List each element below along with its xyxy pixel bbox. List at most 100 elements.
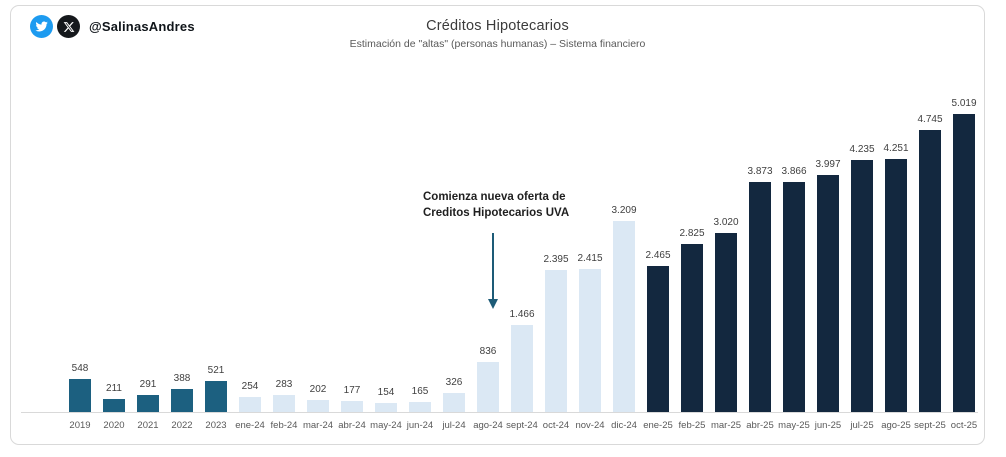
x-axis-label: sept-24 bbox=[506, 420, 538, 431]
bar-value-label: 4.235 bbox=[849, 144, 875, 155]
x-axis-label: ago-25 bbox=[881, 420, 911, 431]
bar-column: 3.209 bbox=[607, 112, 641, 412]
x-axis-label: jun-24 bbox=[406, 420, 434, 431]
bar-column: 2.415 bbox=[573, 112, 607, 412]
bar-column: 521 bbox=[199, 112, 233, 412]
x-axis-label: oct-24 bbox=[542, 420, 570, 431]
bar bbox=[69, 379, 91, 412]
bar-column: 254 bbox=[233, 112, 267, 412]
bar-value-label: 2.825 bbox=[679, 228, 705, 239]
x-axis-label: jun-25 bbox=[814, 420, 842, 431]
annotation-arrow-line bbox=[492, 233, 494, 299]
bar-value-label: 211 bbox=[106, 383, 122, 394]
bar-column: 3.873 bbox=[743, 112, 777, 412]
bar bbox=[341, 401, 363, 412]
bar bbox=[749, 182, 771, 412]
bar bbox=[681, 244, 703, 412]
x-axis-label: ene-24 bbox=[235, 420, 265, 431]
bar-column: 177 bbox=[335, 112, 369, 412]
annotation-line-1: Comienza nueva oferta de bbox=[423, 191, 566, 203]
bar-column: 4.235 bbox=[845, 112, 879, 412]
bar bbox=[885, 159, 907, 412]
bar-value-label: 4.745 bbox=[917, 114, 943, 125]
x-axis-label: 2022 bbox=[171, 420, 193, 431]
bar-value-label: 3.873 bbox=[747, 166, 773, 177]
bar-column: 283 bbox=[267, 112, 301, 412]
bar-column: 1.466 bbox=[505, 112, 539, 412]
bar-value-label: 3.020 bbox=[713, 217, 739, 228]
x-axis-label: mar-25 bbox=[710, 420, 742, 431]
bar-column: 165 bbox=[403, 112, 437, 412]
bars-row: 548 211 291 388 521 254 283 202 177 154 165 326 836 1… bbox=[63, 98, 981, 412]
bar-column: 202 bbox=[301, 112, 335, 412]
bar-column: 548 bbox=[63, 112, 97, 412]
bar-value-label: 388 bbox=[173, 373, 191, 384]
bar bbox=[783, 182, 805, 412]
bar-value-label: 326 bbox=[445, 377, 463, 388]
bar bbox=[545, 270, 567, 412]
author-handle: @SalinasAndres bbox=[89, 19, 195, 34]
x-axis-label: may-24 bbox=[370, 420, 402, 431]
x-axis-label: 2023 bbox=[205, 420, 227, 431]
bar-column: 154 bbox=[369, 112, 403, 412]
bar bbox=[715, 233, 737, 412]
x-axis-label: 2021 bbox=[137, 420, 159, 431]
x-logo-icon bbox=[57, 15, 80, 38]
bar-value-label: 2.415 bbox=[577, 253, 603, 264]
bar bbox=[205, 381, 227, 412]
x-axis-label: ago-24 bbox=[473, 420, 503, 431]
bar-value-label: 291 bbox=[139, 379, 157, 390]
bar bbox=[171, 389, 193, 412]
bar bbox=[613, 221, 635, 412]
bar-value-label: 1.466 bbox=[509, 309, 535, 320]
annotation-line-2: Creditos Hipotecarios UVA bbox=[423, 207, 570, 219]
bar bbox=[851, 160, 873, 412]
bar-value-label: 177 bbox=[343, 385, 361, 396]
bar-value-label: 165 bbox=[411, 386, 429, 397]
bar-value-label: 3.866 bbox=[781, 166, 807, 177]
annotation-text: Comienza nueva oferta de Creditos Hipote… bbox=[423, 189, 569, 221]
bar bbox=[579, 269, 601, 412]
chart-card: @SalinasAndres Créditos Hipotecarios Est… bbox=[10, 5, 985, 445]
x-axis-label: feb-24 bbox=[270, 420, 298, 431]
bar-column: 326 bbox=[437, 112, 471, 412]
bar-value-label: 202 bbox=[309, 384, 327, 395]
bar-column: 2.395 bbox=[539, 112, 573, 412]
x-axis-label: 2020 bbox=[103, 420, 125, 431]
bar-column: 291 bbox=[131, 112, 165, 412]
x-axis-label: feb-25 bbox=[678, 420, 706, 431]
x-axis-label: abr-24 bbox=[338, 420, 366, 431]
bar-column: 836 bbox=[471, 112, 505, 412]
bar bbox=[273, 395, 295, 412]
bar bbox=[307, 400, 329, 412]
twitter-bird-icon bbox=[30, 15, 53, 38]
x-axis-label: ene-25 bbox=[643, 420, 673, 431]
bar-column: 4.251 bbox=[879, 112, 913, 412]
bar-column: 3.020 bbox=[709, 112, 743, 412]
x-axis-label: may-25 bbox=[778, 420, 810, 431]
bar bbox=[443, 393, 465, 412]
x-axis-label: abr-25 bbox=[746, 420, 774, 431]
bar-value-label: 2.395 bbox=[543, 254, 569, 265]
bar-value-label: 2.465 bbox=[645, 250, 671, 261]
bar bbox=[647, 266, 669, 412]
bar-value-label: 836 bbox=[479, 346, 497, 357]
bar-column: 2.825 bbox=[675, 112, 709, 412]
bar bbox=[375, 403, 397, 412]
bar bbox=[953, 114, 975, 412]
categories-row: 2019 2020 2021 2022 2023 ene-24 feb-24 mar-24 ab… bbox=[63, 420, 981, 431]
author-watermark: @SalinasAndres bbox=[30, 15, 195, 38]
x-axis-label: oct-25 bbox=[950, 420, 978, 431]
chart-title: Créditos Hipotecarios bbox=[426, 18, 569, 34]
bar-value-label: 4.251 bbox=[883, 143, 909, 154]
bar-column: 3.997 bbox=[811, 112, 845, 412]
bar-column: 211 bbox=[97, 112, 131, 412]
bar bbox=[137, 395, 159, 412]
bar-column: 2.465 bbox=[641, 112, 675, 412]
bar bbox=[103, 399, 125, 412]
chart-header: Créditos Hipotecarios Estimación de "alt… bbox=[11, 18, 984, 50]
bar-value-label: 283 bbox=[275, 379, 293, 390]
x-axis-label: nov-24 bbox=[575, 420, 605, 431]
x-axis-label: jul-25 bbox=[850, 420, 874, 431]
x-axis-label: jul-24 bbox=[442, 420, 466, 431]
